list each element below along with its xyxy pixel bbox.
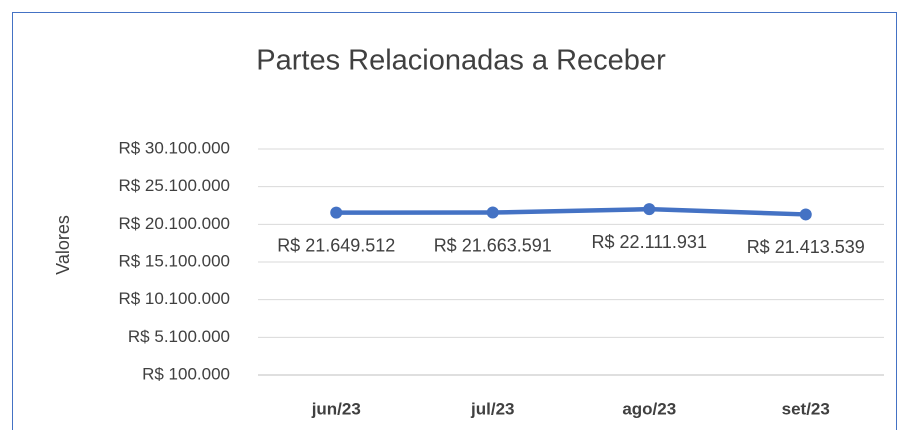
chart-title: Partes Relacionadas a Receber: [256, 45, 666, 77]
data-label: R$ 21.649.512: [277, 235, 395, 255]
x-tick-label: jun/23: [311, 399, 361, 418]
data-label: R$ 22.111.931: [592, 232, 707, 252]
y-tick-label: R$ 5.100.000: [128, 327, 230, 346]
series-line: [336, 206, 806, 217]
y-tick-label: R$ 10.100.000: [118, 289, 230, 308]
chart-frame: [12, 12, 897, 430]
y-tick-label: R$ 25.100.000: [118, 176, 230, 195]
data-label: R$ 21.413.539: [747, 237, 865, 257]
y-axis-title: Valores: [53, 215, 73, 275]
x-tick-label: jul/23: [470, 399, 514, 418]
y-tick-label: R$ 100.000: [142, 364, 230, 383]
data-point: [330, 206, 343, 219]
y-tick-label: R$ 15.100.000: [118, 251, 230, 270]
data-point: [643, 203, 656, 216]
y-tick-label: R$ 30.100.000: [118, 138, 230, 157]
data-label: R$ 21.663.591: [434, 235, 552, 255]
x-tick-label: ago/23: [622, 399, 676, 418]
y-tick-label: R$ 20.100.000: [118, 214, 230, 233]
x-tick-label: set/23: [782, 399, 830, 418]
data-point: [799, 208, 812, 221]
data-point: [486, 206, 499, 219]
